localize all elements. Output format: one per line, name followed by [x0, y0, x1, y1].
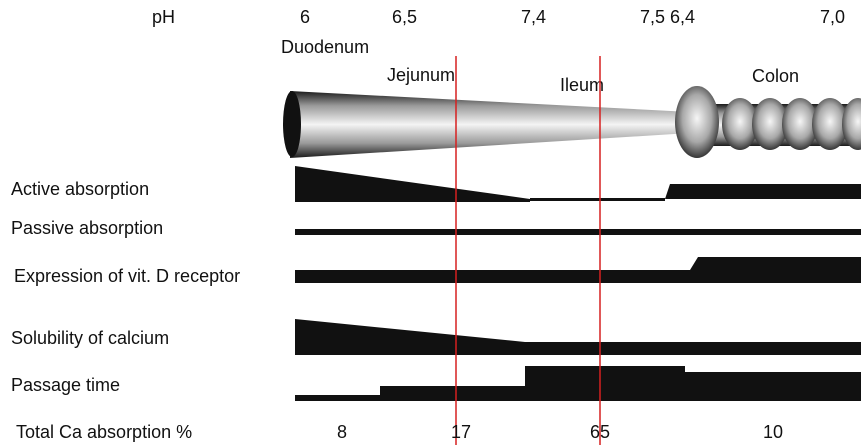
small-intestine-tube [290, 91, 690, 158]
segment-label-jejunum: Jejunum [387, 65, 456, 85]
row-label-vitamin-d-receptor: Expression of vit. D receptor [14, 266, 241, 286]
colon-segment [675, 86, 861, 158]
total-absorption-duodenum: 8 [337, 422, 348, 442]
segment-label-ileum: Ileum [560, 75, 605, 95]
total-absorption-jejunum: 17 [451, 422, 472, 442]
ph-value-duodenum: 6 [300, 7, 311, 27]
duodenum-opening [283, 91, 301, 157]
row-label-calcium-solubility: Solubility of calcium [11, 328, 170, 348]
active-absorption-gap [530, 198, 665, 201]
calcium-solubility-bar [295, 319, 861, 355]
segment-label-duodenum: Duodenum [281, 37, 370, 57]
active-absorption-bar-colon [665, 184, 861, 199]
active-absorption-bar [295, 166, 530, 202]
vitamin-d-receptor-bar [295, 257, 861, 283]
row-label-active-absorption: Active absorption [11, 179, 150, 199]
passage-time-bar [295, 366, 861, 401]
passive-absorption-bar [295, 229, 861, 235]
ph-value-ileum: 7,4 [521, 7, 547, 27]
row-label-passage-time: Passage time [11, 375, 121, 395]
row-label-passive-absorption: Passive absorption [11, 218, 164, 238]
ph-value-colon: 7,0 [820, 7, 846, 27]
ph-label: pH [152, 7, 176, 27]
total-absorption-colon: 10 [763, 422, 784, 442]
segment-label-colon: Colon [752, 66, 800, 86]
total-absorption-ileum: 65 [590, 422, 611, 442]
ph-value-ileocecal: 7,5 6,4 [640, 7, 696, 27]
total-absorption-label: Total Ca absorption % [16, 422, 193, 442]
ph-value-jejunum: 6,5 [392, 7, 418, 27]
